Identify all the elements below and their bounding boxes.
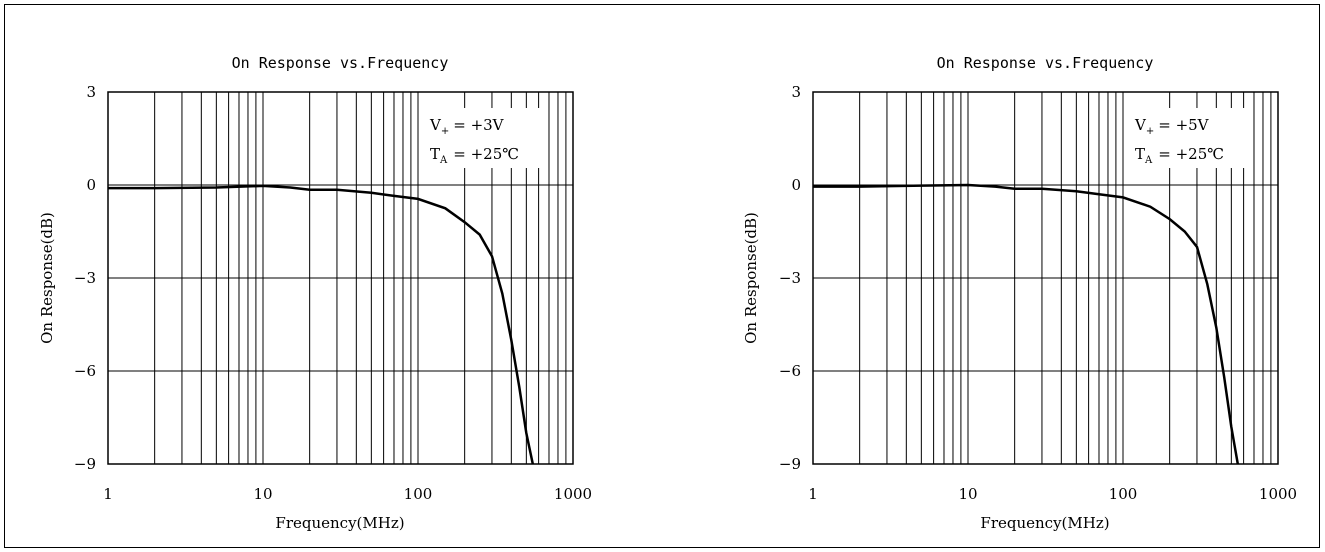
y-axis-label: On Response(dB) [38,212,56,344]
y-axis-label: On Response(dB) [742,212,760,344]
annotation-voltage: V+ = +3V [429,116,505,137]
y-tick-label: −9 [74,455,96,473]
x-tick-labels: 1 10 100 1000 [103,485,592,503]
annotation-temperature: TA = +25℃ [1135,145,1224,166]
y-tick-labels: 3 0 −3 −6 −9 [779,83,801,473]
x-tick-label: 100 [1109,485,1138,503]
y-tick-label: −3 [74,269,96,287]
x-tick-label: 10 [253,485,272,503]
plot-area [107,91,574,465]
x-tick-label: 100 [404,485,433,503]
x-tick-label: 10 [958,485,977,503]
annotation-box: V+ = +3V TA = +25℃ [425,108,542,168]
y-tick-label: −9 [779,455,801,473]
chart-title: On Response vs.Frequency [232,54,449,72]
y-tick-label: 3 [86,83,96,101]
x-tick-label: 1 [808,485,818,503]
chart-right: On Response vs.Frequency 3 0 −3 −6 −9 1 10 100… [742,54,1297,532]
x-axis-label: Frequency(MHz) [275,514,404,532]
series-line [813,183,1240,465]
plot-area [812,91,1279,465]
y-tick-label: 0 [86,176,96,194]
x-axis-label: Frequency(MHz) [980,514,1109,532]
y-tick-label: −6 [74,362,96,380]
annotation-box: V+ = +5V TA = +25℃ [1130,108,1247,168]
figure-frame [4,4,1320,548]
annotation-background [425,108,542,168]
x-tick-labels: 1 10 100 1000 [808,485,1297,503]
annotation-background [1130,108,1247,168]
x-tick-label: 1 [103,485,113,503]
series-line [108,184,535,465]
y-tick-label: −6 [779,362,801,380]
y-tick-label: −3 [779,269,801,287]
y-tick-labels: 3 0 −3 −6 −9 [74,83,96,473]
chart-left: On Response vs.Frequency 3 0 −3 −6 −9 1 10 100… [38,54,592,532]
y-tick-label: 3 [791,83,801,101]
chart-title: On Response vs.Frequency [937,54,1154,72]
y-tick-label: 0 [791,176,801,194]
x-tick-label: 1000 [1259,485,1297,503]
annotation-voltage: V+ = +5V [1134,116,1210,137]
annotation-temperature: TA = +25℃ [430,145,519,166]
grid-lines [108,92,573,464]
x-tick-label: 1000 [554,485,592,503]
